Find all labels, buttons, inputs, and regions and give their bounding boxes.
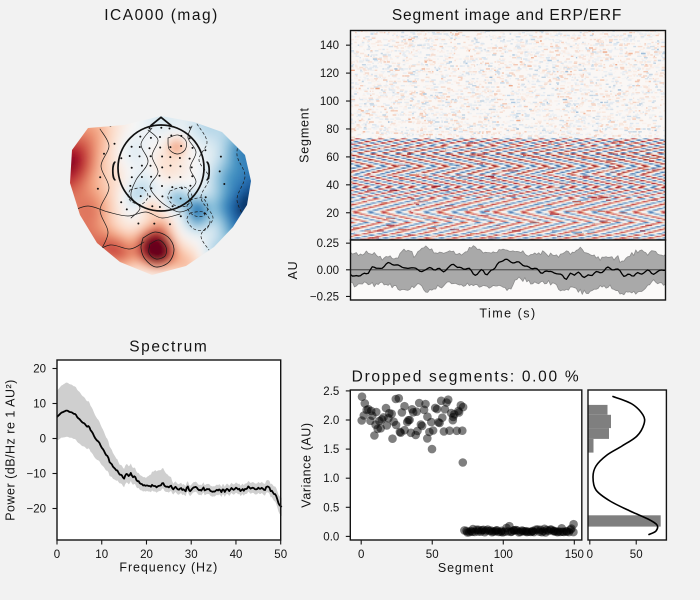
- svg-text:50: 50: [274, 549, 287, 561]
- svg-text:50: 50: [426, 549, 439, 561]
- svg-text:30: 30: [185, 549, 198, 561]
- svg-text:0.25: 0.25: [317, 238, 339, 250]
- svg-text:40: 40: [326, 180, 339, 192]
- svg-text:Segment image and ERP/ERF: Segment image and ERP/ERF: [392, 7, 622, 24]
- svg-text:0.5: 0.5: [323, 502, 339, 514]
- svg-text:50: 50: [630, 549, 643, 561]
- svg-text:120: 120: [320, 68, 339, 80]
- svg-text:2.5: 2.5: [323, 386, 339, 398]
- svg-text:Time (s): Time (s): [479, 307, 536, 321]
- svg-text:Frequency (Hz): Frequency (Hz): [119, 561, 218, 575]
- svg-text:Power (dB/Hz re 1 AU²): Power (dB/Hz re 1 AU²): [4, 379, 18, 521]
- svg-text:20: 20: [140, 549, 153, 561]
- svg-text:100: 100: [494, 549, 513, 561]
- svg-text:140: 140: [320, 40, 339, 52]
- svg-text:ICA000 (mag): ICA000 (mag): [104, 7, 218, 24]
- svg-text:Variance (AU): Variance (AU): [300, 422, 314, 507]
- svg-text:150: 150: [565, 549, 584, 561]
- svg-text:AU: AU: [286, 261, 300, 280]
- svg-text:100: 100: [320, 96, 339, 108]
- svg-text:−0.25: −0.25: [310, 291, 339, 303]
- svg-text:2.0: 2.0: [323, 415, 339, 427]
- svg-text:0.0: 0.0: [323, 531, 339, 543]
- svg-text:Dropped segments: 0.00 %: Dropped segments: 0.00 %: [352, 369, 581, 386]
- svg-text:20: 20: [326, 208, 339, 220]
- svg-text:20: 20: [33, 364, 46, 376]
- svg-text:Spectrum: Spectrum: [129, 339, 208, 356]
- svg-text:40: 40: [230, 549, 243, 561]
- svg-text:0: 0: [40, 434, 46, 446]
- svg-text:80: 80: [326, 124, 339, 136]
- svg-text:Segment: Segment: [438, 561, 494, 575]
- svg-text:Segment: Segment: [298, 107, 312, 163]
- svg-text:0: 0: [358, 549, 364, 561]
- svg-text:10: 10: [95, 549, 108, 561]
- svg-text:1.5: 1.5: [323, 444, 339, 456]
- svg-text:−10: −10: [26, 469, 46, 481]
- svg-text:0: 0: [54, 549, 60, 561]
- svg-text:−20: −20: [26, 504, 46, 516]
- svg-text:10: 10: [33, 399, 46, 411]
- svg-text:60: 60: [326, 152, 339, 164]
- svg-text:0.00: 0.00: [317, 265, 339, 277]
- svg-text:1.0: 1.0: [323, 473, 339, 485]
- svg-text:0: 0: [587, 549, 593, 561]
